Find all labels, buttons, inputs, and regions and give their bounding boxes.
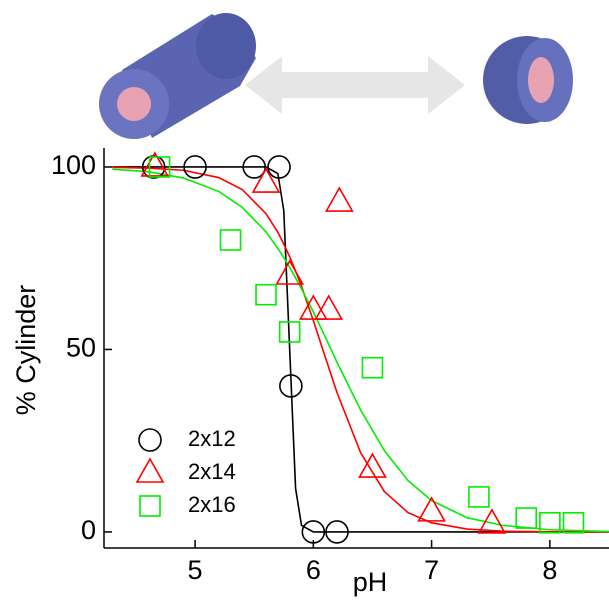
y-tick-label: 0 <box>81 515 96 545</box>
marker <box>314 294 344 320</box>
marker <box>562 512 585 534</box>
marker <box>539 512 561 534</box>
marker <box>219 229 242 251</box>
fit-line <box>112 166 609 533</box>
legend-label: 2x12 <box>188 426 236 451</box>
cylinder-core <box>117 87 151 121</box>
fit-line <box>112 166 609 533</box>
y-axis-label: % Cylinder <box>11 285 41 416</box>
marker <box>417 496 446 522</box>
marker <box>477 508 507 534</box>
x-tick-label: 5 <box>188 555 203 585</box>
marker <box>358 452 387 478</box>
marker <box>267 155 291 179</box>
marker <box>324 186 354 212</box>
y-tick-label: 100 <box>51 150 96 180</box>
marker <box>325 520 349 544</box>
marker <box>140 151 170 177</box>
x-axis-label: pH <box>353 567 388 597</box>
legend-label: 2x16 <box>188 492 236 517</box>
illustration <box>99 13 573 139</box>
x-tick-label: 7 <box>424 555 439 585</box>
legend-marker <box>138 428 162 452</box>
double-arrow <box>245 56 465 114</box>
legend-label: 2x14 <box>188 459 236 484</box>
marker <box>468 486 490 508</box>
marker <box>242 155 266 179</box>
marker <box>515 507 538 529</box>
marker <box>278 321 301 343</box>
cylinder-back <box>196 13 256 79</box>
legend-marker <box>139 495 161 517</box>
marker <box>148 156 171 178</box>
marker <box>301 520 326 544</box>
marker <box>298 294 328 320</box>
marker <box>279 374 303 398</box>
fit-line <box>112 168 609 533</box>
marker <box>361 356 384 379</box>
sphere-core <box>528 57 554 103</box>
legend-marker <box>135 457 165 483</box>
x-tick-label: 6 <box>306 555 321 585</box>
x-tick-label: 8 <box>542 555 557 585</box>
y-tick-label: 50 <box>66 333 96 363</box>
marker <box>251 167 281 193</box>
marker <box>255 283 277 306</box>
marker <box>275 259 305 285</box>
marker <box>183 155 207 179</box>
